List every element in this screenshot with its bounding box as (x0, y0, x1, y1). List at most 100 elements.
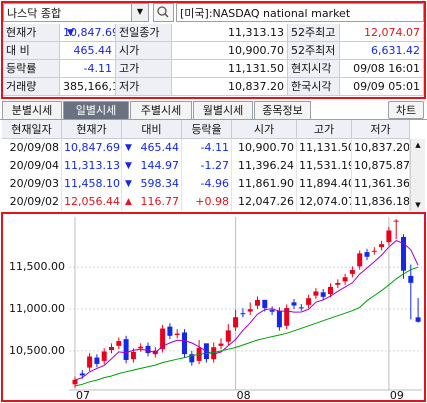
quote-label: 현재가 (3, 24, 60, 42)
value-cell: -4.96 (182, 175, 232, 193)
column-header: 대비 (122, 120, 182, 139)
quote-value: 11,313.13 (172, 24, 288, 42)
quote-value: 6,631.42 (340, 42, 424, 60)
quote-value: -4.11 (60, 60, 116, 78)
value-cell: 144.97 (122, 157, 182, 175)
tab[interactable]: 종목정보 (254, 101, 311, 119)
value-cell: 11,131.50 (297, 139, 352, 157)
quote-label: 52주최저 (288, 42, 340, 60)
candle-body (211, 347, 217, 360)
value-cell: -1.27 (182, 157, 232, 175)
scroll-down[interactable]: ▼ (415, 201, 421, 209)
y-tick-label: 11,000.00 (9, 302, 65, 315)
quote-label: 52주최고 (288, 24, 340, 42)
value-cell: 12,047.26 (232, 193, 297, 211)
tab[interactable]: 월별시세 (193, 101, 253, 119)
tab-line (0, 119, 427, 120)
tab[interactable]: 분별시세 (2, 101, 62, 119)
value-cell: 465.44 (122, 139, 182, 157)
moving-average-line (74, 266, 419, 387)
column-header: 현재가 (62, 120, 122, 139)
value-cell: 11,396.24 (232, 157, 297, 175)
candle-body (342, 277, 348, 282)
quote-label: 저가 (116, 78, 172, 96)
candle-body (87, 356, 93, 368)
quote-value: 12,074.07 (340, 24, 424, 42)
x-tick-label: 08 (237, 389, 251, 400)
candle-body (269, 309, 275, 312)
quote-value: 10,847.69 (60, 24, 116, 42)
change-arrow: ▼ (67, 28, 74, 38)
candle-body (313, 291, 319, 296)
candle-body (130, 351, 136, 360)
candle-body (109, 346, 114, 351)
candle-body (72, 379, 78, 385)
chart-button[interactable]: 차트 (388, 101, 424, 119)
candle-body (393, 220, 399, 222)
candle-body (276, 310, 282, 328)
quote-value: 10,837.20 (172, 78, 288, 96)
column-header: 등락율 (182, 120, 232, 139)
y-tick-label: 10,500.00 (9, 344, 65, 357)
change-arrow: ▼ (125, 143, 132, 153)
candle-body (415, 317, 421, 322)
column-header: 저가 (352, 120, 410, 139)
candle-body (306, 298, 312, 305)
x-tick-label: 07 (76, 389, 90, 400)
search-button[interactable] (153, 3, 174, 22)
value-cell: 10,837.20 (352, 139, 410, 157)
candle-body (320, 292, 326, 297)
quote-label: 고가 (116, 60, 172, 78)
column-header: 시가 (232, 120, 297, 139)
value-cell: +0.98 (182, 193, 232, 211)
value-cell: 11,836.18 (352, 193, 410, 211)
scroll-up[interactable]: ▲ (415, 141, 421, 149)
quote-value: 465.44 (60, 42, 116, 60)
candle-body (160, 328, 166, 350)
candle-body (386, 230, 392, 243)
column-header: 고가 (297, 120, 352, 139)
y-tick-label: 11,500.00 (9, 260, 65, 273)
value-cell: 11,458.10 (62, 175, 122, 193)
candle-body (174, 333, 180, 335)
value-cell: 10,875.87 (352, 157, 410, 175)
value-cell: 12,074.07 (297, 193, 352, 211)
symbol-select[interactable]: 나스닥 종합 (3, 3, 149, 22)
candle-body (357, 253, 363, 267)
candle-body (328, 286, 333, 294)
candle-body (371, 250, 377, 252)
value-cell: -4.11 (182, 139, 232, 157)
value-cell: 10,847.69 (62, 139, 122, 157)
search-icon (157, 6, 169, 18)
candle-body (167, 326, 173, 336)
chart-panel: 10,500.00 11,000.00 11,500.00 07 08 09 (1, 212, 426, 402)
scrollbar[interactable]: ▲ ▼ (410, 139, 425, 211)
tab[interactable]: 주별시세 (130, 101, 192, 119)
candle-body (233, 317, 239, 328)
tab[interactable]: 일별시세 (63, 101, 129, 119)
value-cell: 11,313.13 (62, 157, 122, 175)
x-tick-label: 09 (390, 389, 404, 400)
candle-body (335, 282, 341, 285)
value-cell: 11,361.36 (352, 175, 410, 193)
candle-body (145, 345, 151, 354)
date-cell: 20/09/02 (2, 193, 62, 211)
quote-label: 전일종가 (116, 24, 172, 42)
quote-label: 현지시각 (288, 60, 340, 78)
quote-label: 한국시각 (288, 78, 340, 96)
candle-body (138, 346, 144, 349)
quote-label: 등락률 (3, 60, 60, 78)
candle-body (349, 270, 355, 274)
dropdown-button[interactable]: ▼ (131, 4, 148, 21)
value-cell: 598.34 (122, 175, 182, 193)
quote-value: 09/09 05:01 (340, 78, 424, 96)
candle-body (408, 275, 414, 283)
value-cell: 12,056.44 (62, 193, 122, 211)
candle-body (79, 373, 85, 376)
value-cell: 10,900.70 (232, 139, 297, 157)
candle-body (291, 302, 297, 306)
market-name: [미국]:NASDAQ national market (176, 3, 424, 22)
quote-value: 09/08 16:01 (340, 60, 424, 78)
value-cell: 11,531.19 (297, 157, 352, 175)
